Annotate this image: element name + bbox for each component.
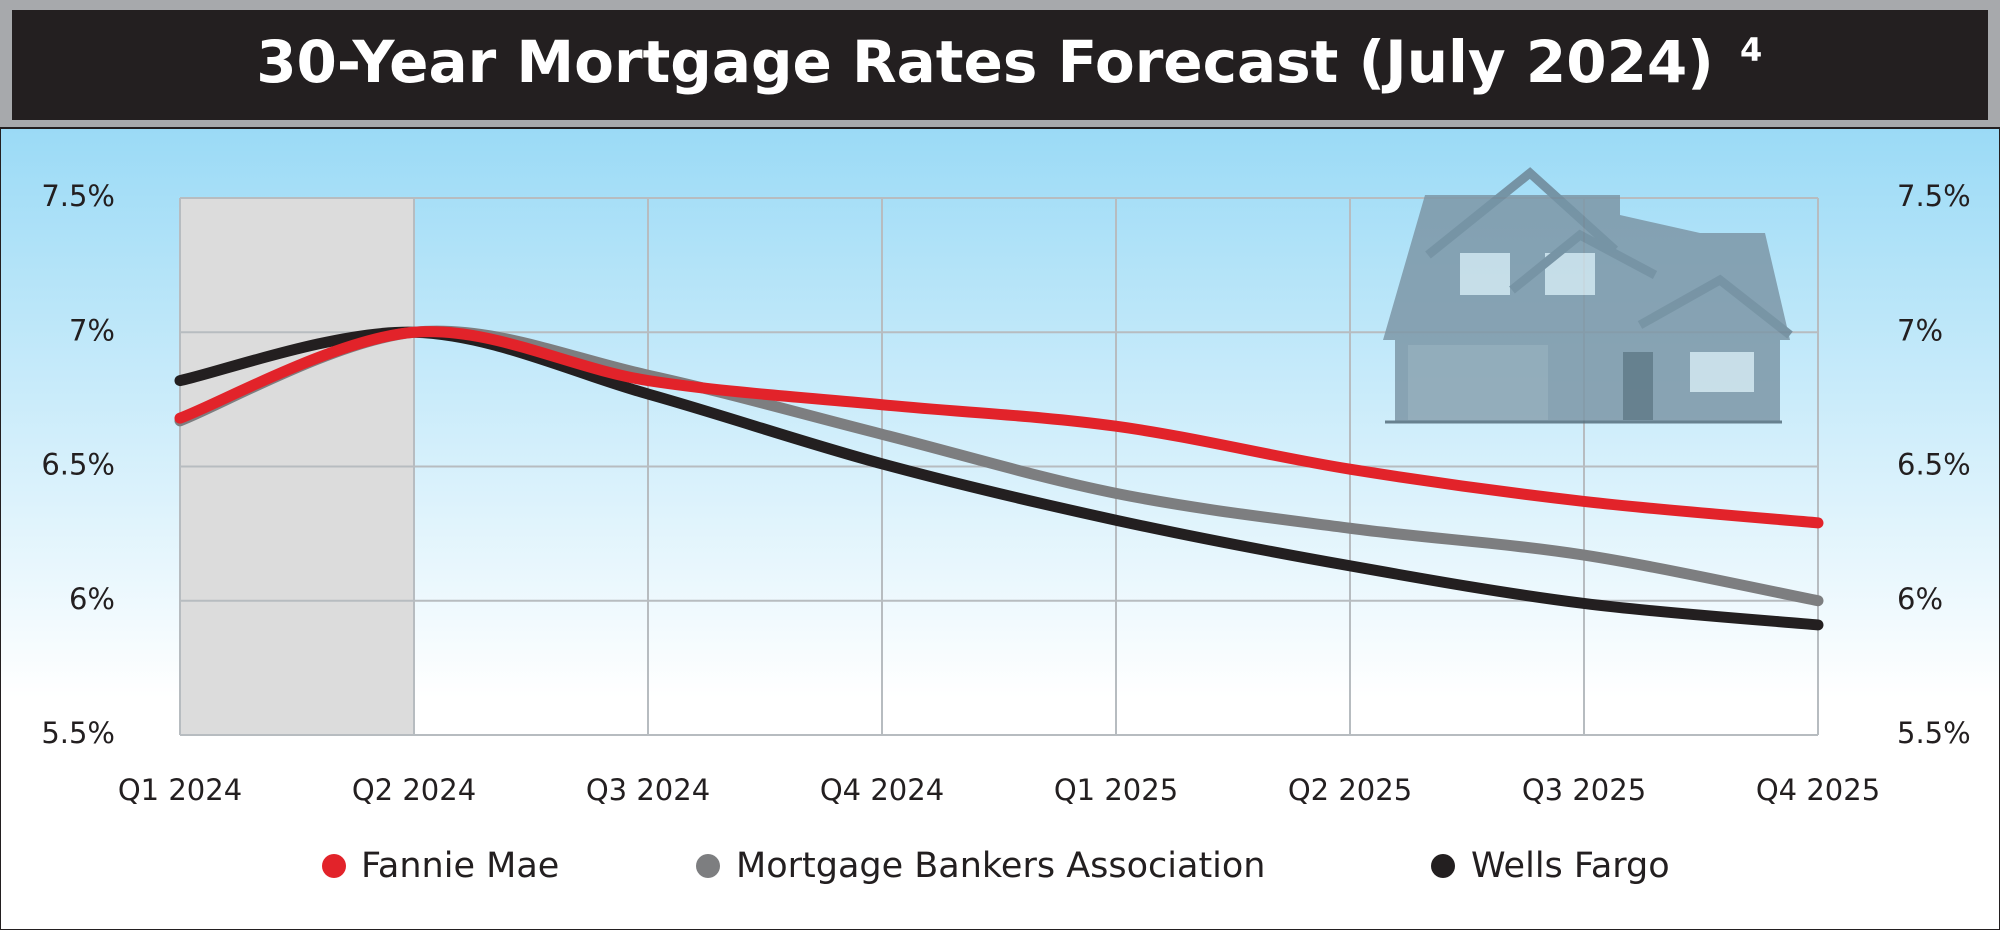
legend-label: Mortgage Bankers Association	[736, 846, 1266, 886]
y-tick-label: 6.5%	[41, 448, 115, 482]
x-tick-label: Q4 2024	[820, 773, 944, 807]
y2-tick-label: 7%	[1897, 313, 1943, 347]
x-tick-label: Q2 2025	[1288, 773, 1412, 807]
x-tick-label: Q3 2024	[586, 773, 710, 807]
legend-label: Wells Fargo	[1471, 846, 1670, 886]
y2-tick-label: 7.5%	[1897, 179, 1971, 213]
x-tick-label: Q3 2025	[1522, 773, 1646, 807]
legend-marker	[322, 854, 346, 878]
title-superscript: 4	[1740, 31, 1762, 69]
x-tick-label: Q4 2025	[1756, 773, 1880, 807]
title-bar	[12, 10, 1988, 120]
series-line	[174, 326, 1824, 529]
y2-tick-label: 6.5%	[1897, 448, 1971, 482]
x-tick-label: Q1 2024	[118, 773, 242, 807]
y-tick-label: 6%	[69, 582, 115, 616]
y-tick-label: 5.5%	[41, 716, 115, 750]
y2-tick-label: 5.5%	[1897, 716, 1971, 750]
y-tick-label: 7%	[69, 313, 115, 347]
legend-marker	[696, 854, 720, 878]
chart-title: 30-Year Mortgage Rates Forecast (July 20…	[256, 28, 1714, 96]
legend-label: Fannie Mae	[361, 846, 559, 886]
y-tick-label: 7.5%	[41, 179, 115, 213]
y2-tick-label: 6%	[1897, 582, 1943, 616]
house-icon	[1383, 167, 1793, 424]
plot-area: 5.5% 5.5% 6% 6% 6.5% 6.5% 7% 7% 7.5% 7.5% Q1 2024 Q…	[41, 179, 1970, 886]
x-tick-label: Q2 2024	[352, 773, 476, 807]
x-tick-label: Q1 2025	[1054, 773, 1178, 807]
legend-marker	[1431, 854, 1455, 878]
